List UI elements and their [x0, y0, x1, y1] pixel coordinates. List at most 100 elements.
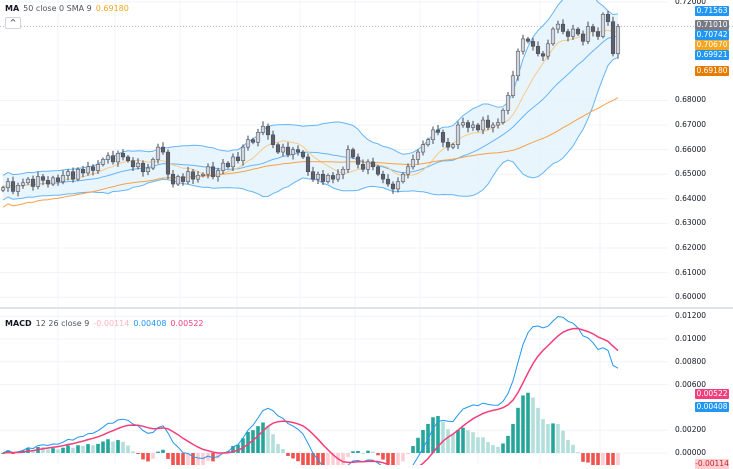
- macd-histogram-bar: [611, 453, 615, 465]
- macd-histogram-bar: [506, 435, 510, 453]
- price-tag: 0.71010: [695, 20, 729, 30]
- collapse-legend-button[interactable]: ^: [5, 17, 21, 29]
- candle-body: [75, 169, 81, 180]
- macd-histogram-bar: [111, 441, 115, 453]
- candle-body: [520, 38, 526, 52]
- price-axis-tick: 0.63000: [675, 218, 707, 228]
- price-axis-tick: 0.64000: [675, 193, 707, 203]
- macd-histogram-bar: [296, 453, 300, 462]
- candle-body: [375, 166, 381, 175]
- macd-histogram-bar: [151, 453, 155, 459]
- macd-histogram-bar: [441, 421, 445, 453]
- macd-histogram-bar: [386, 453, 390, 464]
- candle-body: [90, 166, 96, 171]
- candle-body: [525, 38, 531, 42]
- candle-body: [430, 129, 436, 141]
- macd-histogram-bar: [101, 441, 105, 453]
- candle-body: [210, 166, 216, 177]
- macd-histogram-bar: [106, 439, 110, 453]
- candle-body: [330, 175, 336, 180]
- candle-body: [40, 176, 46, 181]
- macd-histogram-bar: [346, 453, 350, 458]
- candle-body: [10, 181, 16, 192]
- ma-50-line: [2, 97, 619, 208]
- candle-body: [30, 178, 36, 187]
- price-axis-tick: 0.62000: [675, 243, 707, 252]
- macd-histogram-bar: [326, 453, 330, 465]
- macd-histogram-bar: [66, 445, 70, 453]
- candle-body: [480, 119, 486, 131]
- macd-histogram-bar: [236, 444, 240, 453]
- candle-body: [340, 169, 346, 175]
- macd-histogram-bar: [306, 453, 310, 465]
- macd-histogram-bar: [141, 453, 145, 460]
- chevron-up-icon: ^: [9, 18, 17, 27]
- macd-histogram-bar: [431, 417, 435, 453]
- macd-histogram-bar: [486, 442, 490, 453]
- candle-body: [555, 23, 561, 30]
- candle-body: [135, 162, 141, 168]
- macd-histogram-bar: [376, 453, 380, 456]
- bollinger-upper: [2, 0, 619, 176]
- price-axis-tick: 0.61000: [675, 267, 707, 277]
- macd-histogram-bar: [511, 423, 515, 453]
- candle-body: [535, 46, 541, 54]
- macd-histogram-bar: [411, 446, 415, 453]
- macd-histogram-bar: [266, 425, 270, 453]
- bollinger-lower: [2, 57, 619, 201]
- macd-legend: MACD 12 26 close 9 -0.00114 0.00408 0.00522: [5, 319, 208, 328]
- macd-histogram-bar: [301, 453, 305, 465]
- macd-axis-tick: 0.00200: [675, 425, 707, 435]
- candle-body: [595, 31, 601, 37]
- candle-body: [540, 53, 546, 57]
- candle-body: [165, 151, 171, 175]
- macd-histogram-bar: [526, 392, 530, 453]
- ma-fast-line: [2, 29, 619, 189]
- candle-body: [590, 26, 596, 32]
- candle-body: [250, 139, 256, 143]
- candle-body: [510, 75, 516, 96]
- price-tag: 0.69180: [695, 66, 729, 76]
- macd-histogram-bar: [61, 447, 65, 453]
- macd-axis-tick: 0.01200: [675, 311, 707, 321]
- candle-body: [545, 43, 551, 57]
- candle-body: [440, 132, 446, 143]
- candle-body: [200, 173, 206, 176]
- price-axis-tick: 0.72000: [675, 0, 707, 6]
- macd-histogram-bar: [496, 446, 500, 453]
- macd-histogram-bar: [446, 429, 450, 453]
- macd-histogram-bar: [51, 448, 55, 453]
- candle-body: [490, 124, 496, 128]
- macd-axis-tick: 0.00600: [675, 379, 707, 389]
- candle-body: [370, 161, 376, 168]
- macd-histogram-bar: [491, 445, 495, 453]
- candle-body: [585, 26, 591, 42]
- bollinger-basis: [2, 35, 619, 189]
- price-axis-tick: 0.65000: [675, 169, 707, 179]
- macd-histogram-bar: [96, 443, 100, 453]
- candle-body: [475, 124, 481, 131]
- candle-body: [425, 139, 431, 145]
- macd-histogram-bar: [396, 453, 400, 465]
- ma-legend: MA 50 close 0 SMA 9 0.69180: [5, 4, 133, 13]
- macd-histogram-bar: [576, 452, 580, 454]
- macd-line: [2, 315, 619, 465]
- macd-histogram-bar: [566, 439, 570, 453]
- macd-histogram-bar: [196, 453, 200, 465]
- candle-body: [160, 146, 166, 153]
- macd-histogram-bar: [416, 437, 420, 453]
- candle-body: [460, 122, 466, 126]
- candle-body: [180, 176, 186, 182]
- candle-body: [560, 23, 566, 32]
- macd-histogram-bar: [571, 444, 575, 453]
- candle-body: [455, 124, 461, 145]
- macd-histogram-bar: [341, 453, 345, 465]
- macd-histogram-bar: [156, 451, 160, 453]
- macd-histogram-bar: [191, 453, 195, 465]
- candle-body: [385, 178, 391, 185]
- candle-body: [580, 33, 586, 42]
- macd-histogram-bar: [31, 449, 35, 453]
- macd-histogram-bar: [261, 422, 265, 453]
- macd-histogram-bar: [551, 423, 555, 453]
